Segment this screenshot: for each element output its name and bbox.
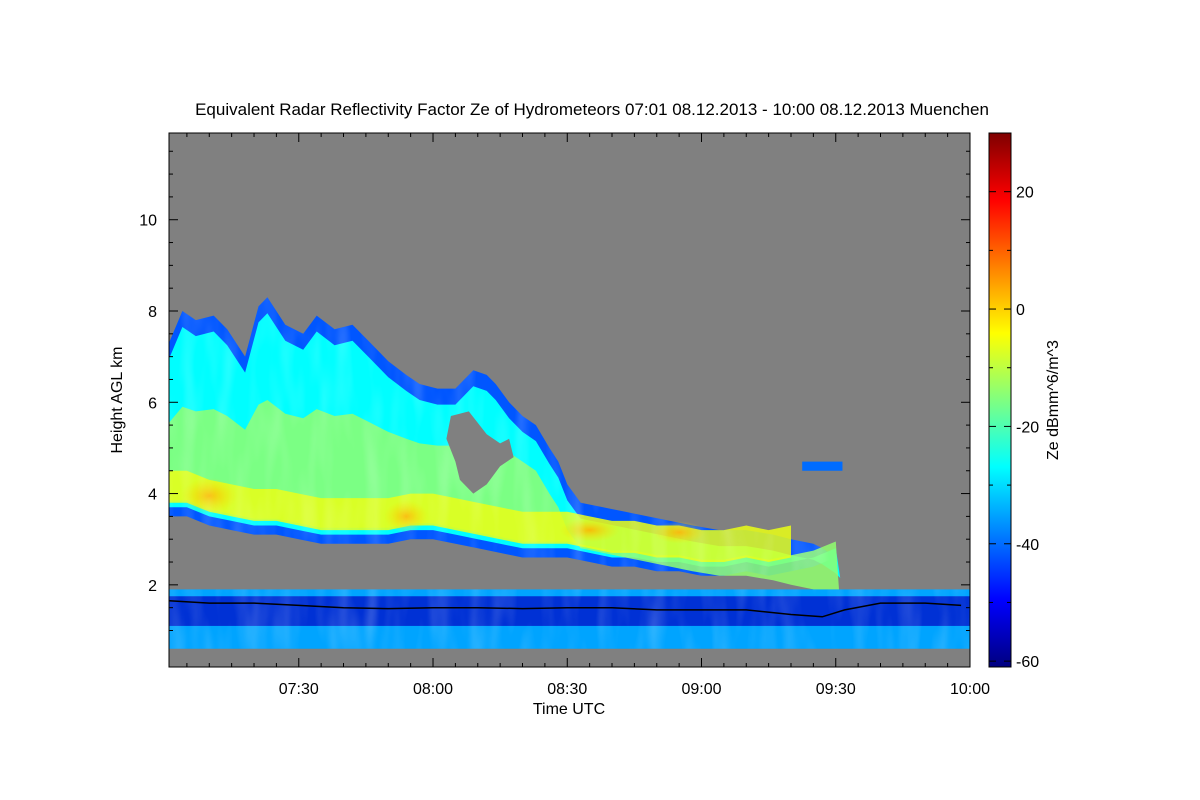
colorbar-tick-label: -40 [1016,537,1039,554]
x-axis: 07:30 08:00 08:30 09:00 09:30 10:00 [186,133,990,698]
fall-streaks [169,297,841,576]
colorbar-gradient [988,132,1012,668]
elevated-echo-patch [802,461,843,471]
colorbar: 20 0 -20 -40 -60 Ze dBmm^6/m^3 [988,132,1062,671]
chart-title: Equivalent Radar Reflectivity Factor Ze … [195,100,989,119]
y-tick-label: 8 [148,304,157,321]
y-tick-label: 4 [148,487,157,504]
plot-area [169,133,970,667]
x-tick-label: 08:00 [413,681,453,698]
y-tick-label: 6 [148,395,157,412]
x-tick-label: 09:00 [681,681,721,698]
x-tick-label: 07:30 [279,681,319,698]
x-tick-label: 09:30 [816,681,856,698]
x-tick-label: 10:00 [950,681,990,698]
colorbar-tick-label: -60 [1016,654,1039,671]
plot-frame [168,132,971,668]
y-axis: 2 4 6 8 10 [139,150,970,631]
x-axis-label: Time UTC [533,701,605,718]
colorbar-tick-label: -20 [1016,419,1039,436]
cloud-gap [446,411,514,494]
colorbar-tick-label: 0 [1016,302,1025,319]
colorbar-tick-label: 20 [1016,185,1034,202]
boundary-layer-top-line [169,600,962,618]
y-axis-label: Height AGL km [109,346,126,453]
colorbar-label: Ze dBmm^6/m^3 [1045,340,1062,460]
boundary-layer-texture [169,589,970,649]
x-tick-label: 08:30 [547,681,587,698]
y-tick-label: 2 [148,578,157,595]
y-tick-label: 10 [139,213,157,230]
